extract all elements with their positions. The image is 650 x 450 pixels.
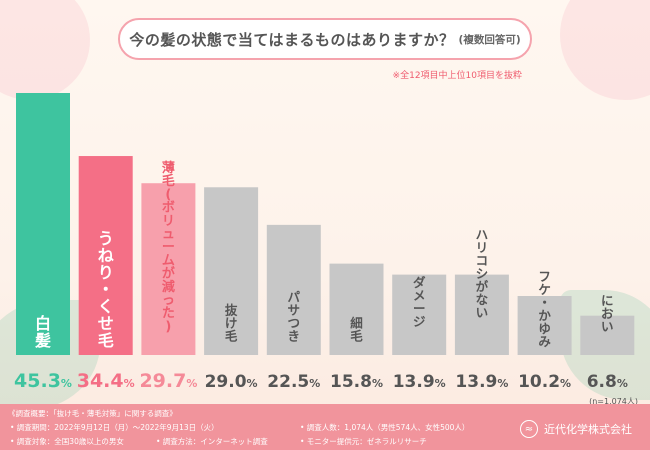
category-label-3: 薄毛(ボリュームが減った): [162, 160, 175, 334]
survey-count: • 調査人数：1,074人（男性574人、女性500人）: [300, 423, 470, 432]
survey-footer: 《調査概要：「抜け毛・薄毛対策」に関する調査》 • 調査期間：2022年9月12…: [0, 404, 650, 450]
category-label-10: におい: [601, 293, 614, 334]
bar-3: [141, 183, 196, 355]
survey-period: • 調査期間：2022年9月12日（月）〜2022年9月13日（火）: [10, 423, 219, 432]
value-label-4: 29.0%: [205, 372, 258, 392]
bar-1: [16, 93, 70, 355]
bar-8: [454, 274, 509, 355]
survey-method: • 調査方法：インターネット調査: [156, 437, 268, 446]
chart-title: 今の髪の状態で当てはまるものはありますか？: [129, 30, 455, 49]
bar-6: [329, 263, 384, 355]
sample-size-note: (n=1,074人): [589, 397, 638, 406]
bar-4: [204, 187, 259, 355]
value-label-2: 34.4%: [77, 370, 135, 392]
bar-10: [580, 315, 635, 355]
value-label-1: 45.3%: [14, 370, 72, 392]
bar-2: [78, 156, 133, 355]
category-label-2: うねり・くせ毛: [98, 229, 114, 350]
value-label-6: 15.8%: [330, 372, 383, 392]
value-label-7: 13.9%: [393, 372, 446, 392]
survey-title: 《調査概要：「抜け毛・薄毛対策」に関する調査》: [8, 409, 177, 418]
selection-note: ※全12項目中上位10項目を抜粋: [392, 71, 522, 81]
category-label-6: 細毛: [350, 316, 363, 344]
bar-5: [266, 224, 321, 355]
value-label-10: 6.8%: [587, 372, 628, 392]
company-brand: ≈ 近代化学株式会社: [520, 420, 632, 438]
bar-7: [392, 274, 447, 355]
category-label-8: ハリコシがない: [476, 227, 489, 320]
bar-9: [517, 296, 572, 355]
category-label-5: パサつき: [288, 290, 301, 344]
survey-provider: • モニター提供元：ゼネラルリサーチ: [300, 437, 427, 446]
value-label-3: 29.7%: [139, 370, 197, 392]
bar-chart: 白髪 45.3% うねり・くせ毛 34.4% 薄毛(ボリュームが減った) 29.7% 抜け毛…: [14, 93, 635, 392]
category-label-1: 白髪: [34, 314, 51, 350]
chart-title-sub: (複数回答可): [458, 33, 521, 46]
survey-target: • 調査対象：全国30歳以上の男女: [10, 437, 124, 446]
category-label-9: フケ・かゆみ: [538, 269, 551, 349]
value-label-5: 22.5%: [267, 372, 320, 392]
title-banner: 今の髪の状態で当てはまるものはありますか？ (複数回答可): [118, 18, 532, 60]
category-label-4: 抜け毛: [225, 303, 238, 344]
category-label-7: ダメージ: [413, 275, 426, 329]
value-label-9: 10.2%: [518, 372, 571, 392]
company-logo-icon: ≈: [520, 420, 538, 438]
company-name: 近代化学株式会社: [544, 423, 632, 436]
value-label-8: 13.9%: [455, 372, 508, 392]
